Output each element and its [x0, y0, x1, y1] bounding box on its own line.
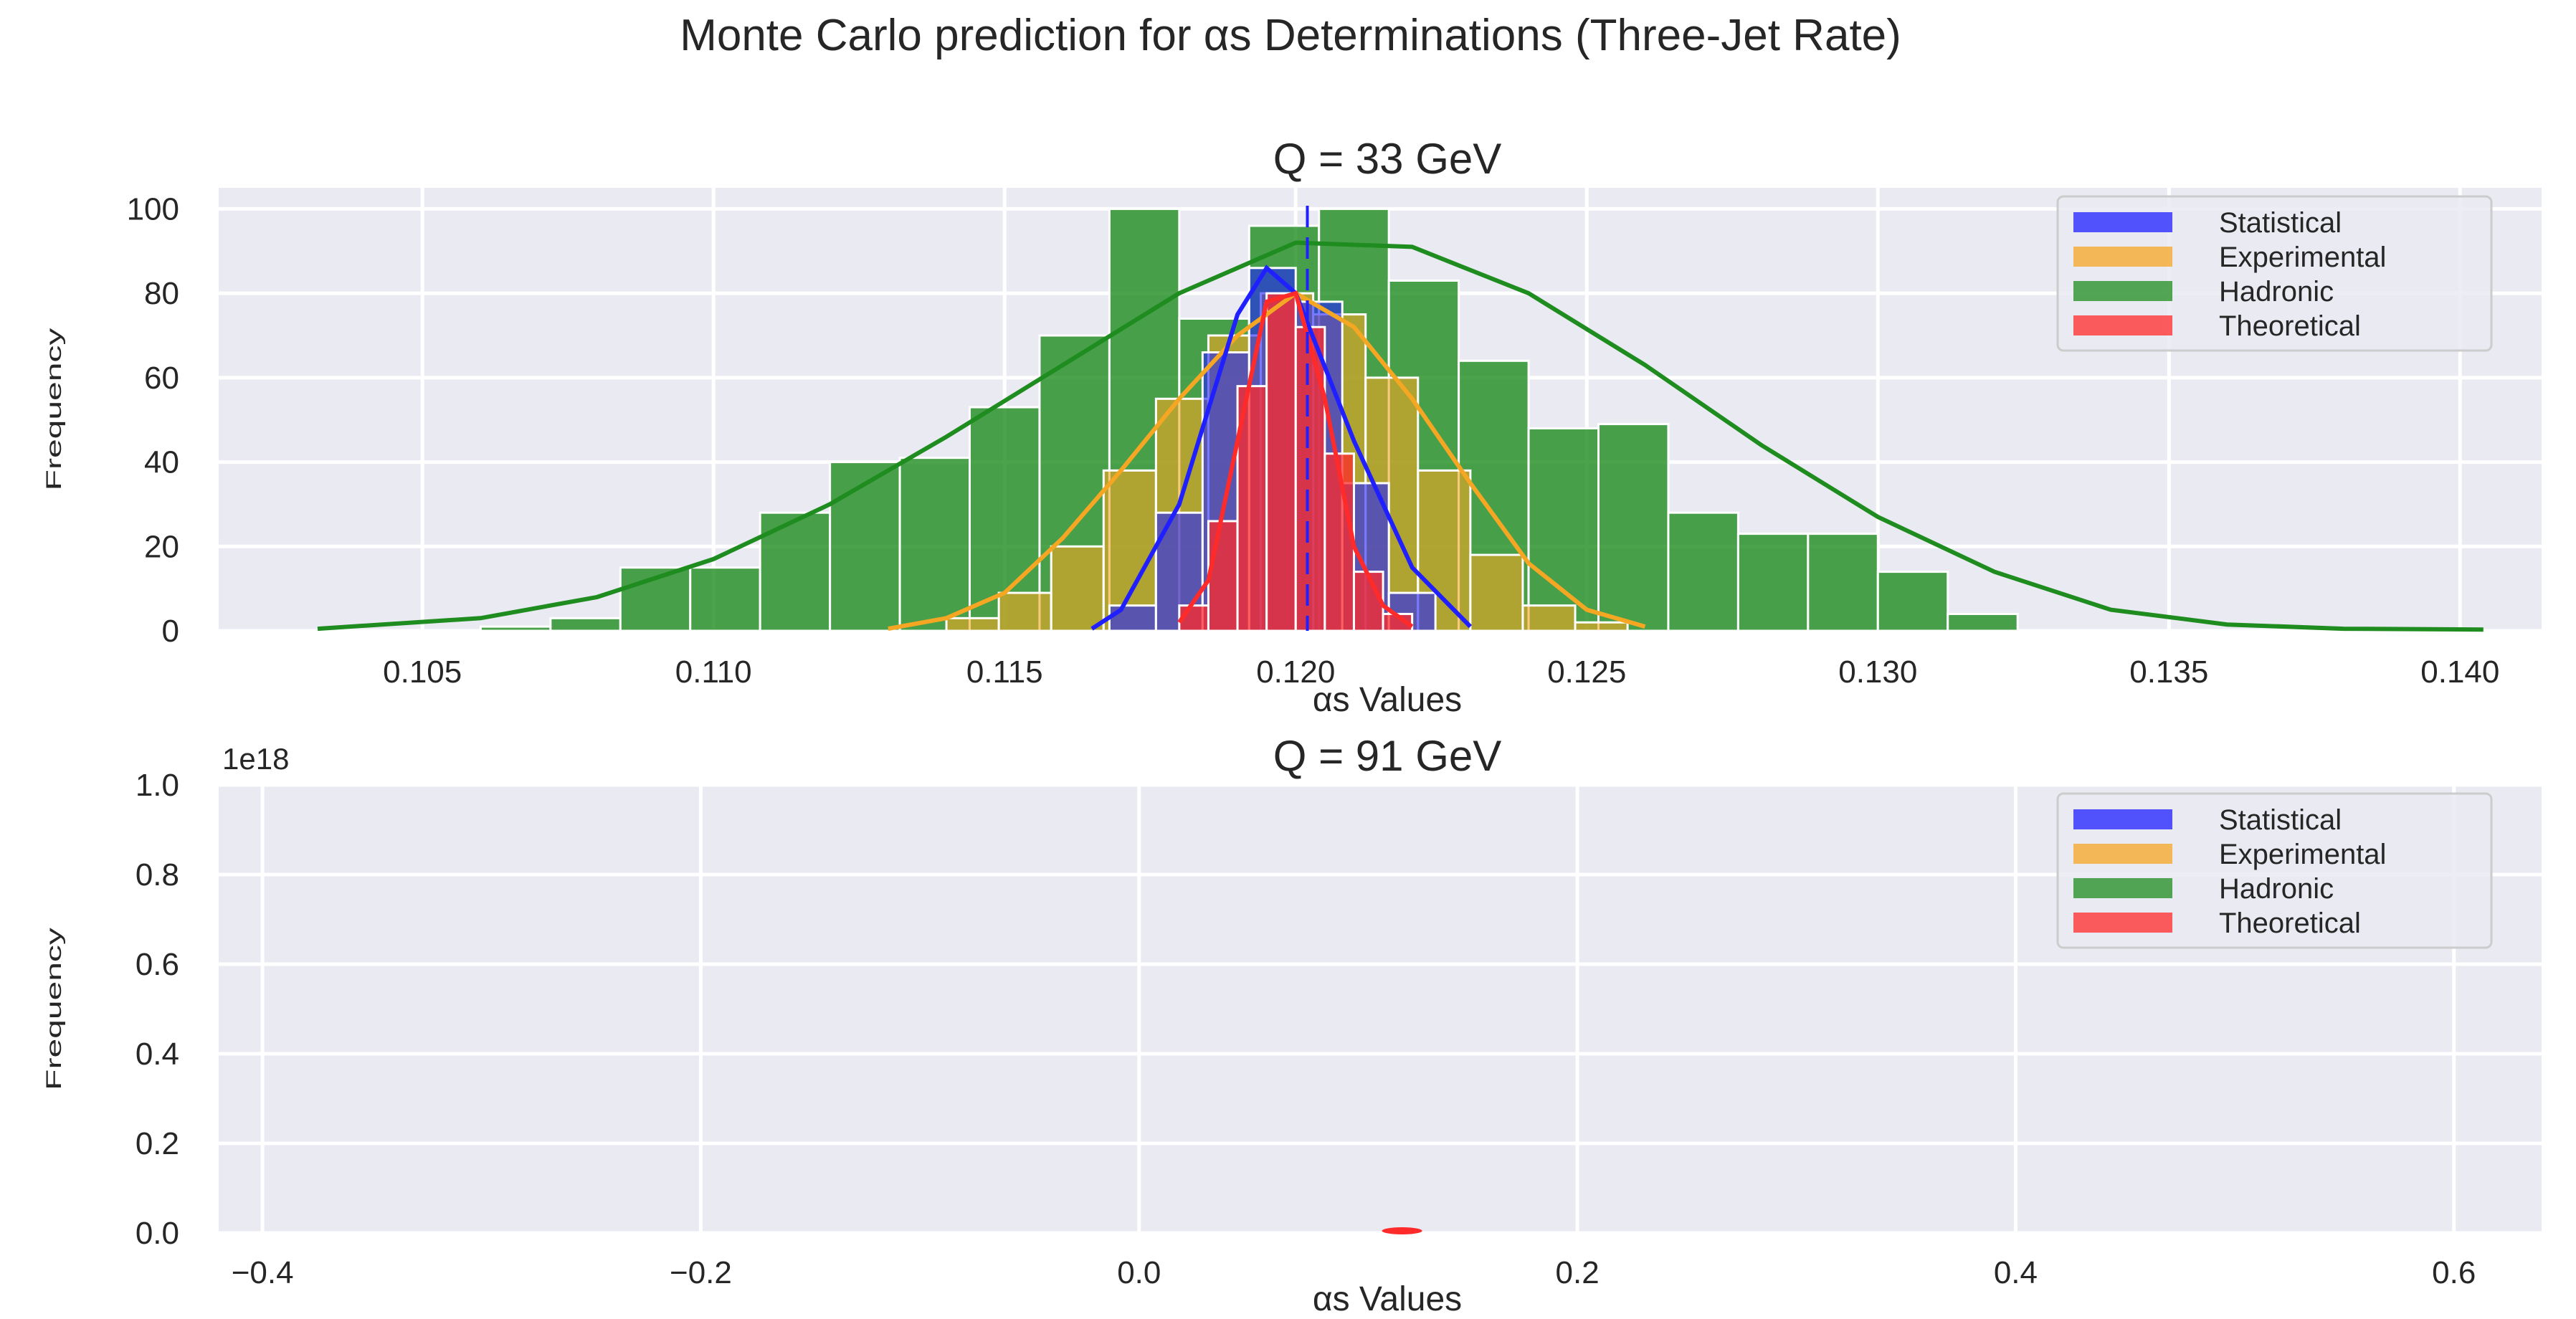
panel-title: Q = 91 GeV — [1273, 732, 1502, 780]
bar-theoretical — [1265, 292, 1297, 632]
legend-label-theoretical: Theoretical — [2219, 310, 2361, 342]
x-tick-label: 0.0 — [1117, 1255, 1161, 1290]
legend-swatch-statistical — [2073, 212, 2172, 232]
bar-hadronic — [1807, 533, 1879, 632]
x-tick-label: 0.4 — [1994, 1255, 2038, 1290]
y-tick-label: 0.4 — [136, 1037, 179, 1072]
bar-experimental — [997, 591, 1052, 632]
legend-box — [2056, 792, 2493, 949]
bar-hadronic — [1527, 427, 1600, 632]
legend-swatch-statistical — [2073, 809, 2172, 829]
x-axis-label: αs Values — [1313, 1280, 1462, 1318]
bar-hadronic — [1876, 571, 1949, 632]
x-axis-label: αs Values — [1313, 681, 1462, 719]
bar-experimental — [1469, 553, 1524, 632]
bar-hadronic — [549, 616, 622, 632]
bar-hadronic — [1736, 533, 1810, 632]
y-tick-label: 0.2 — [136, 1126, 179, 1161]
kde-theoretical — [1177, 290, 1414, 629]
legend-box — [2056, 195, 2493, 352]
legend-swatch-hadronic — [2073, 878, 2172, 898]
y-axis-label: Frequency — [42, 328, 66, 491]
x-tick-label: 0.115 — [966, 654, 1043, 690]
legend-swatch-experimental — [2073, 247, 2172, 267]
y-tick-label: 1.0 — [136, 768, 179, 803]
legend-label-statistical: Statistical — [2219, 207, 2342, 239]
legend-label-experimental: Experimental — [2219, 839, 2386, 870]
legend-label-experimental: Experimental — [2219, 242, 2386, 273]
x-tick-label: 0.2 — [1556, 1255, 1600, 1290]
spike-theoretical — [1382, 1227, 1422, 1234]
bar-theoretical — [1207, 520, 1239, 632]
x-tick-label: −0.2 — [670, 1255, 732, 1290]
x-tick-label: 0.110 — [675, 654, 752, 690]
bar-hadronic — [479, 625, 552, 632]
bar-experimental — [1050, 545, 1105, 632]
y-tick-label: 0.0 — [136, 1216, 179, 1251]
kde-experimental — [888, 290, 1646, 632]
x-tick-label: −0.4 — [232, 1255, 294, 1290]
y-axis-label: Frequency — [42, 928, 66, 1090]
panel-q33: 0.105 0.110 0.115 0.120 0.125 0.130 0.135 0.140… — [42, 135, 2542, 719]
legend-label-hadronic: Hadronic — [2219, 873, 2334, 905]
x-tick-label: 0.120 — [1256, 654, 1335, 690]
legend-label-theoretical: Theoretical — [2219, 908, 2361, 939]
x-tick-label: 0.105 — [383, 654, 462, 690]
x-tick-label: 0.125 — [1547, 654, 1626, 690]
legend-swatch-theoretical — [2073, 913, 2172, 933]
bar-theoretical — [1294, 325, 1326, 632]
bar-hadronic — [1597, 423, 1670, 632]
y-tick-label: 0.8 — [136, 857, 179, 892]
x-tick-label: 0.130 — [1838, 654, 1917, 690]
bar-experimental — [945, 616, 1000, 632]
panel-q91: −0.4 −0.2 0.0 0.2 0.4 0.6 0.0 0.2 0.4 0.6 0.8 1.0 Q … — [42, 732, 2542, 1318]
legend-label-statistical: Statistical — [2219, 804, 2342, 836]
bar-experimental — [1574, 621, 1629, 632]
y-tick-label: 100 — [127, 191, 179, 227]
y-tick-label: 20 — [144, 529, 179, 564]
y-tick-label: 0 — [162, 614, 179, 649]
bar-hadronic — [898, 457, 971, 632]
figure-suptitle: Monte Carlo prediction for αs Determinat… — [680, 11, 1901, 60]
y-offset-text: 1e18 — [222, 742, 289, 776]
y-tick-label: 40 — [144, 445, 179, 480]
legend-label-hadronic: Hadronic — [2219, 276, 2334, 308]
bar-hadronic — [1947, 612, 2019, 632]
bar-statistical — [1108, 604, 1157, 632]
bar-hadronic — [1667, 511, 1739, 632]
bar-experimental — [1521, 604, 1577, 632]
legend-swatch-theoretical — [2073, 315, 2172, 335]
legend-swatch-experimental — [2073, 844, 2172, 864]
kde-hadronic — [317, 240, 2484, 632]
bar-experimental — [1102, 469, 1157, 632]
panel-title: Q = 33 GeV — [1273, 135, 1502, 183]
bar-hadronic — [829, 461, 901, 632]
kde-statistical — [1090, 265, 1473, 631]
bar-theoretical — [1352, 571, 1384, 632]
x-tick-label: 0.140 — [2420, 654, 2499, 690]
y-tick-label: 80 — [144, 276, 179, 311]
y-tick-label: 0.6 — [136, 947, 179, 982]
y-tick-label: 60 — [144, 361, 179, 396]
x-tick-label: 0.6 — [2432, 1255, 2476, 1290]
legend-swatch-hadronic — [2073, 281, 2172, 301]
bar-hadronic — [689, 566, 761, 632]
x-tick-label: 0.135 — [2129, 654, 2208, 690]
